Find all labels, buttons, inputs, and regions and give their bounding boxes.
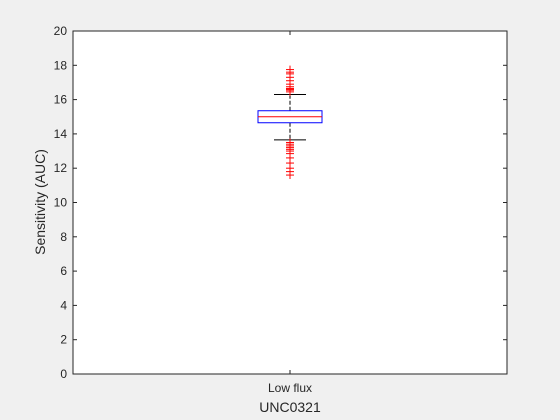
x-axis-label: UNC0321 bbox=[259, 399, 321, 415]
axis-ticks: 0 2 4 6 8 10 12 14 16 18 20 Low flux bbox=[54, 24, 507, 395]
x-tick-label: Low flux bbox=[268, 381, 312, 395]
y-tick-label: 18 bbox=[54, 58, 68, 72]
y-tick-label: 10 bbox=[54, 196, 68, 210]
y-tick-label: 8 bbox=[60, 230, 67, 244]
y-axis-label: Sensitivity (AUC) bbox=[32, 149, 48, 255]
y-tick-label: 14 bbox=[54, 127, 68, 141]
y-tick-label: 2 bbox=[60, 333, 67, 347]
y-tick-label: 20 bbox=[54, 24, 68, 38]
y-tick-label: 12 bbox=[54, 161, 68, 175]
outlier-marker bbox=[286, 171, 294, 180]
y-tick-label: 16 bbox=[54, 93, 68, 107]
y-tick-label: 0 bbox=[60, 367, 67, 381]
y-tick-label: 6 bbox=[60, 264, 67, 278]
y-tick-label: 4 bbox=[60, 298, 67, 312]
outlier-marker bbox=[286, 87, 294, 96]
data-marks bbox=[257, 65, 323, 180]
